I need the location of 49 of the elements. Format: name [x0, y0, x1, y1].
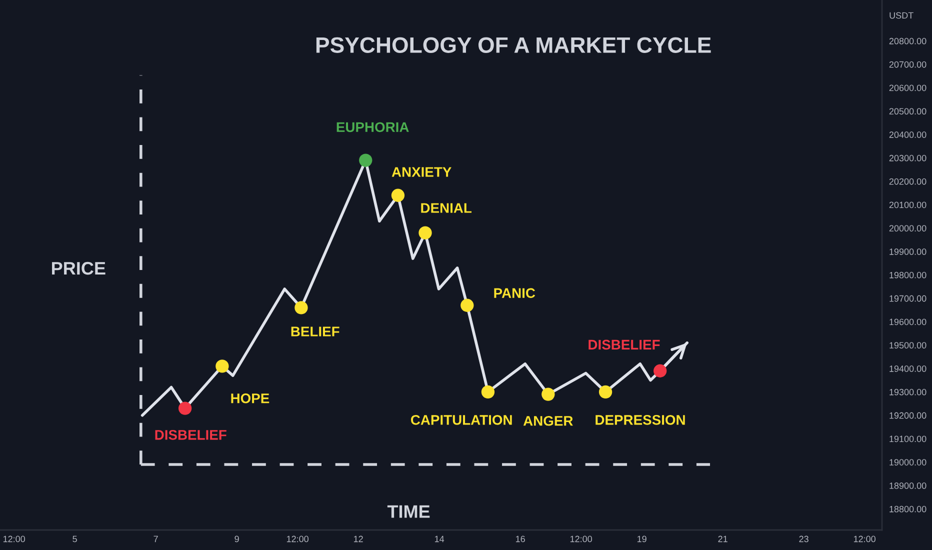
- y-tick-label: 20700.00: [889, 61, 926, 68]
- annotation: CAPITULATION: [410, 415, 512, 425]
- x-tick-label: 21: [718, 536, 728, 542]
- annotation: ANGER: [523, 416, 573, 426]
- annotation: HOPE: [231, 393, 270, 404]
- y-tick-label: 19400.00: [890, 366, 926, 372]
- ref-line-label: PRICE: [52, 262, 106, 275]
- annotation: ANXIETY: [392, 167, 452, 177]
- x-tick-label: 14: [434, 536, 444, 542]
- y-tick-label: 20600.00: [889, 84, 926, 92]
- y-tick-label: 20000.00: [889, 225, 926, 232]
- annotation: PANIC: [494, 288, 536, 298]
- annotation: DEPRESSION: [596, 415, 685, 425]
- y-tick-label: 19700.00: [890, 295, 926, 302]
- annotation: DISBELIEF: [588, 340, 660, 350]
- annotation: EUPHORIA: [336, 122, 409, 132]
- y-tick-label: 18900.00: [890, 482, 926, 489]
- y-tick-label: 19100.00: [890, 436, 926, 442]
- y-axis-title: USDT: [890, 12, 914, 19]
- y-tick-label: 19300.00: [890, 388, 926, 396]
- x-tick-label: 7: [154, 536, 158, 542]
- text: PSYCHOLOGY OF A MARKET CYCLE: [316, 37, 711, 53]
- x-tick-label: 16: [516, 536, 525, 542]
- annotation: DENIAL: [421, 203, 472, 213]
- x-tick-label: 12:00: [286, 536, 309, 542]
- y-tick-label: 19500.00: [890, 342, 926, 349]
- x-tick-label: 12:00: [854, 536, 876, 542]
- y-tick-label: 20400.00: [889, 132, 926, 138]
- y-tick-label: 19000.00: [890, 459, 926, 466]
- annotation: BELIEF: [291, 326, 340, 336]
- x-tick-label: 23: [799, 536, 808, 542]
- y-tick-label: 20100.00: [889, 202, 926, 208]
- y-tick-label: 20200.00: [889, 178, 926, 185]
- x-tick-label: 5: [72, 536, 77, 542]
- x-tick-label: 12:00: [3, 536, 26, 542]
- annotation: DISBELIEF: [155, 430, 226, 440]
- y-tick-label: 18800.00: [890, 506, 926, 512]
- y-tick-label: 19800.00: [890, 272, 926, 278]
- ref-line-label: TIME: [387, 505, 430, 518]
- x-tick-label: 9: [234, 536, 239, 542]
- x-tick-label: 12:00: [570, 536, 592, 542]
- x-tick-label: 19: [637, 536, 646, 542]
- y-tick-label: 20500.00: [889, 108, 926, 115]
- y-tick-label: 19200.00: [890, 412, 926, 419]
- y-tick-label: 20800.00: [889, 38, 926, 44]
- y-tick-label: 19600.00: [890, 318, 926, 326]
- x-tick-label: 12: [354, 536, 363, 542]
- y-tick-label: 19900.00: [890, 248, 926, 255]
- y-tick-label: 20300.00: [889, 154, 926, 162]
